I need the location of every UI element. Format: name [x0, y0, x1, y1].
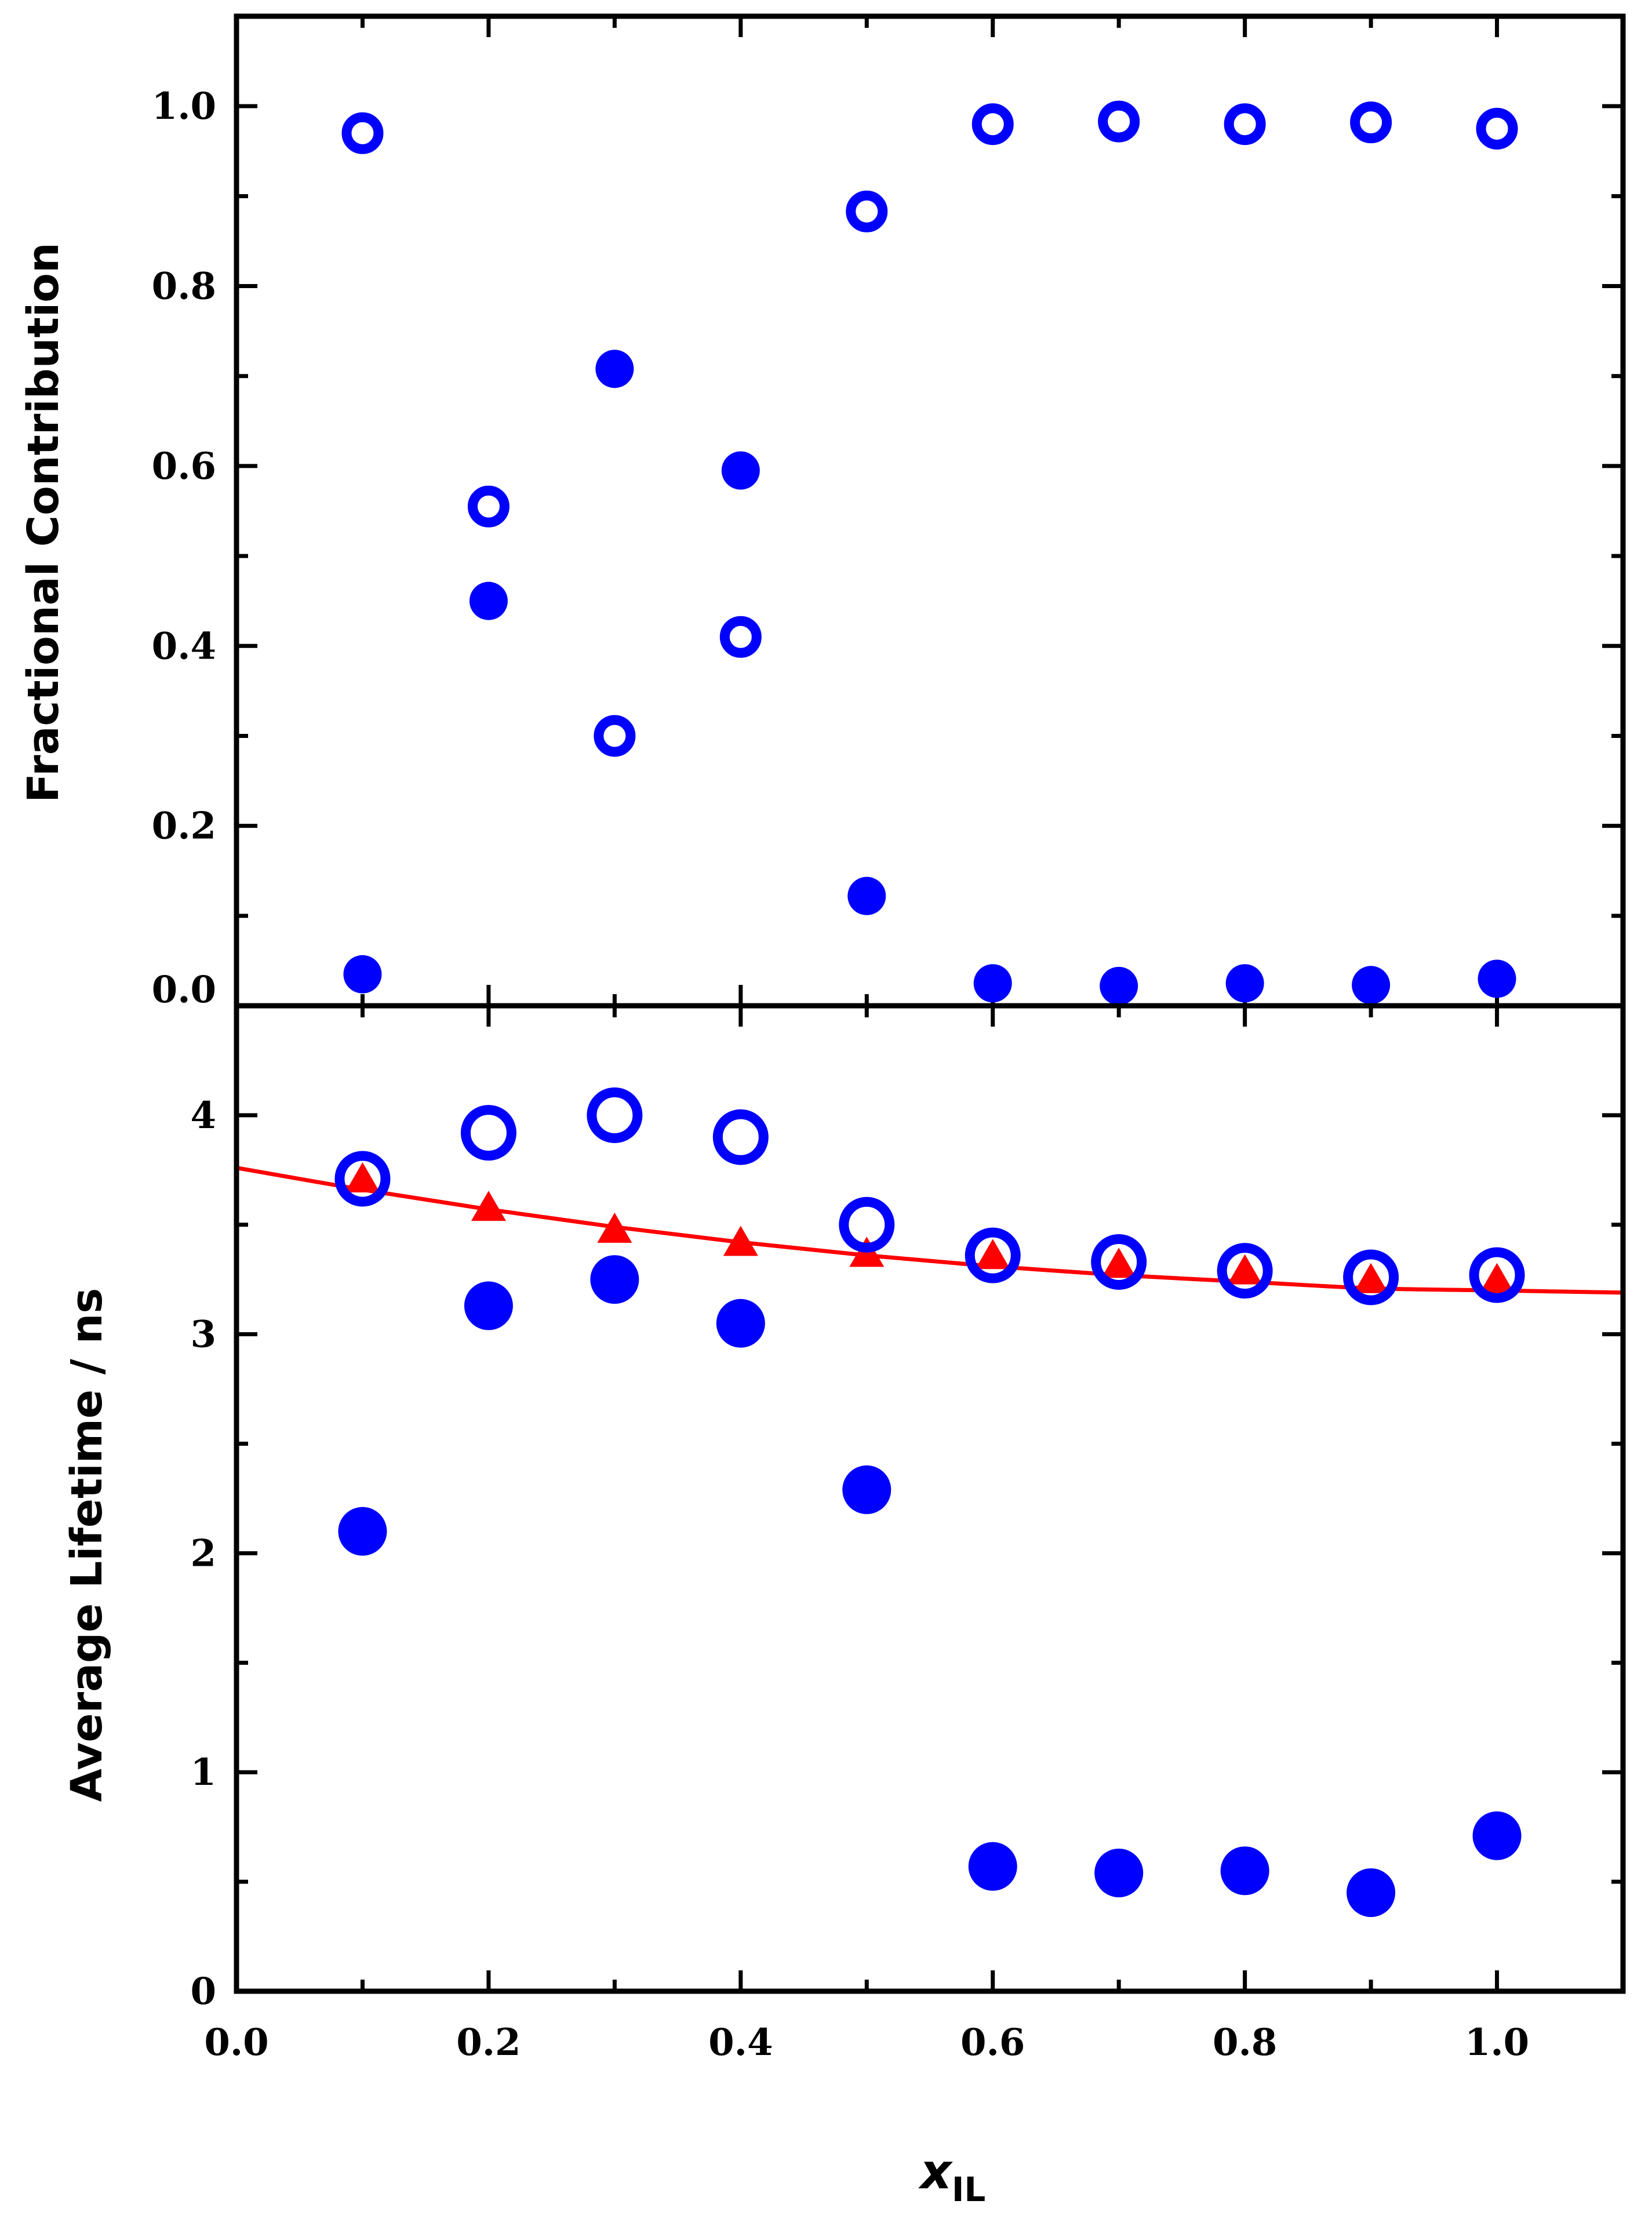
bottom-triangle-point [1101, 1247, 1137, 1278]
top-open-circle-point [467, 485, 510, 528]
bottom-y-tick-label: 3 [190, 1313, 216, 1356]
top-y-tick-label: 0.4 [152, 624, 216, 668]
top-filled-circle-point [1352, 966, 1391, 1005]
x-tick-label: 1.0 [1465, 2021, 1529, 2064]
bottom-triangle-point [1479, 1263, 1515, 1293]
top-y-tick-label: 0.2 [152, 805, 216, 848]
top-y-tick-label: 0.8 [152, 265, 216, 308]
bottom-filled-circle-point [338, 1507, 387, 1556]
bottom-open-circle-point [1091, 1234, 1147, 1290]
top-y-tick-label: 0.6 [152, 445, 216, 488]
x-tick-label: 0.2 [456, 2021, 521, 2064]
top-panel-marks [341, 100, 1518, 1005]
bottom-open-circle-point [587, 1087, 643, 1143]
top-open-circle-point [1476, 107, 1518, 150]
top-open-circle-point [1098, 100, 1140, 143]
bottom-filled-circle-point [1347, 1868, 1396, 1917]
bottom-filled-circle-point [716, 1298, 765, 1348]
top-open-circle-point [1350, 101, 1392, 144]
bottom-open-circle-point [839, 1196, 895, 1253]
bottom-filled-circle-point [1220, 1846, 1269, 1896]
bottom-panel: 0 1 2 3 4 0.0 0.2 0.4 0.6 0.8 1.0 Averag… [62, 1003, 1626, 2209]
bottom-open-circle-point [1217, 1243, 1273, 1299]
top-filled-circle-point [847, 876, 886, 915]
bottom-y-tick-label: 0 [190, 1970, 216, 2013]
bottom-panel-marks [236, 1087, 1624, 1917]
top-filled-circle-point [469, 581, 508, 620]
bottom-open-circle-point [460, 1105, 516, 1161]
top-open-circle-point [971, 103, 1014, 146]
top-filled-circle-point [1478, 959, 1516, 998]
bottom-panel-frame [234, 1003, 1626, 1994]
x-tick-label: 0.4 [708, 2021, 773, 2064]
bottom-filled-circle-point [968, 1842, 1017, 1891]
x-axis-title-main: x [918, 2143, 954, 2200]
top-open-circle-point [846, 190, 888, 232]
top-y-tick-label: 1.0 [152, 85, 216, 128]
bottom-triangle-point [1353, 1263, 1389, 1293]
bottom-triangle-point [597, 1212, 632, 1243]
bottom-filled-circle-point [1472, 1811, 1522, 1860]
bottom-open-circle-point [712, 1109, 769, 1165]
top-filled-circle-point [343, 955, 382, 994]
top-filled-circle-point [595, 350, 634, 388]
bottom-filled-circle-point [464, 1281, 513, 1330]
x-axis-title-subscript: IL [952, 2170, 986, 2209]
top-filled-circle-point [973, 964, 1012, 1003]
bottom-filled-circle-point [842, 1465, 892, 1514]
x-tick-label: 0.6 [960, 2021, 1025, 2064]
bottom-triangle-point [975, 1239, 1010, 1270]
bottom-y-tick-label: 1 [190, 1751, 216, 1794]
top-filled-circle-point [1225, 964, 1264, 1003]
top-filled-circle-point [721, 451, 760, 490]
top-y-axis-title: Fractional Contribution [19, 242, 68, 802]
top-open-circle-point [719, 616, 762, 658]
top-panel: 0.0 0.2 0.4 0.6 0.8 1.0 Fractional Contr… [19, 13, 1626, 1012]
top-panel-tick-labels: 0.0 0.2 0.4 0.6 0.8 1.0 [152, 85, 216, 1012]
bottom-open-circle-point [1343, 1249, 1399, 1305]
x-tick-label: 0.0 [204, 2021, 268, 2064]
top-y-tick-label: 0.0 [152, 968, 216, 1012]
bottom-y-tick-label: 4 [190, 1094, 216, 1137]
top-filled-circle-point [1100, 966, 1138, 1005]
top-open-circle-point [1224, 103, 1266, 146]
bottom-triangle-point [345, 1162, 380, 1192]
x-axis-title: xIL [918, 2143, 986, 2209]
top-open-circle-point [341, 112, 384, 154]
bottom-filled-circle-point [590, 1255, 639, 1304]
bottom-filled-circle-point [1094, 1849, 1144, 1897]
bottom-open-circle-point [334, 1151, 391, 1207]
bottom-triangle-point [1227, 1254, 1262, 1285]
bottom-open-circle-point [965, 1227, 1021, 1283]
bottom-open-circle-point [1469, 1247, 1525, 1303]
bottom-y-tick-label: 2 [190, 1532, 216, 1575]
bottom-triangle-point [723, 1225, 758, 1256]
bottom-y-axis-title: Average Lifetime / ns [62, 1288, 112, 1802]
x-tick-label: 0.8 [1213, 2021, 1277, 2064]
bottom-panel-tick-labels: 0 1 2 3 4 0.0 0.2 0.4 0.6 0.8 1.0 [190, 1094, 1529, 2064]
top-open-circle-point [594, 715, 636, 757]
bottom-triangle-point [471, 1191, 506, 1221]
